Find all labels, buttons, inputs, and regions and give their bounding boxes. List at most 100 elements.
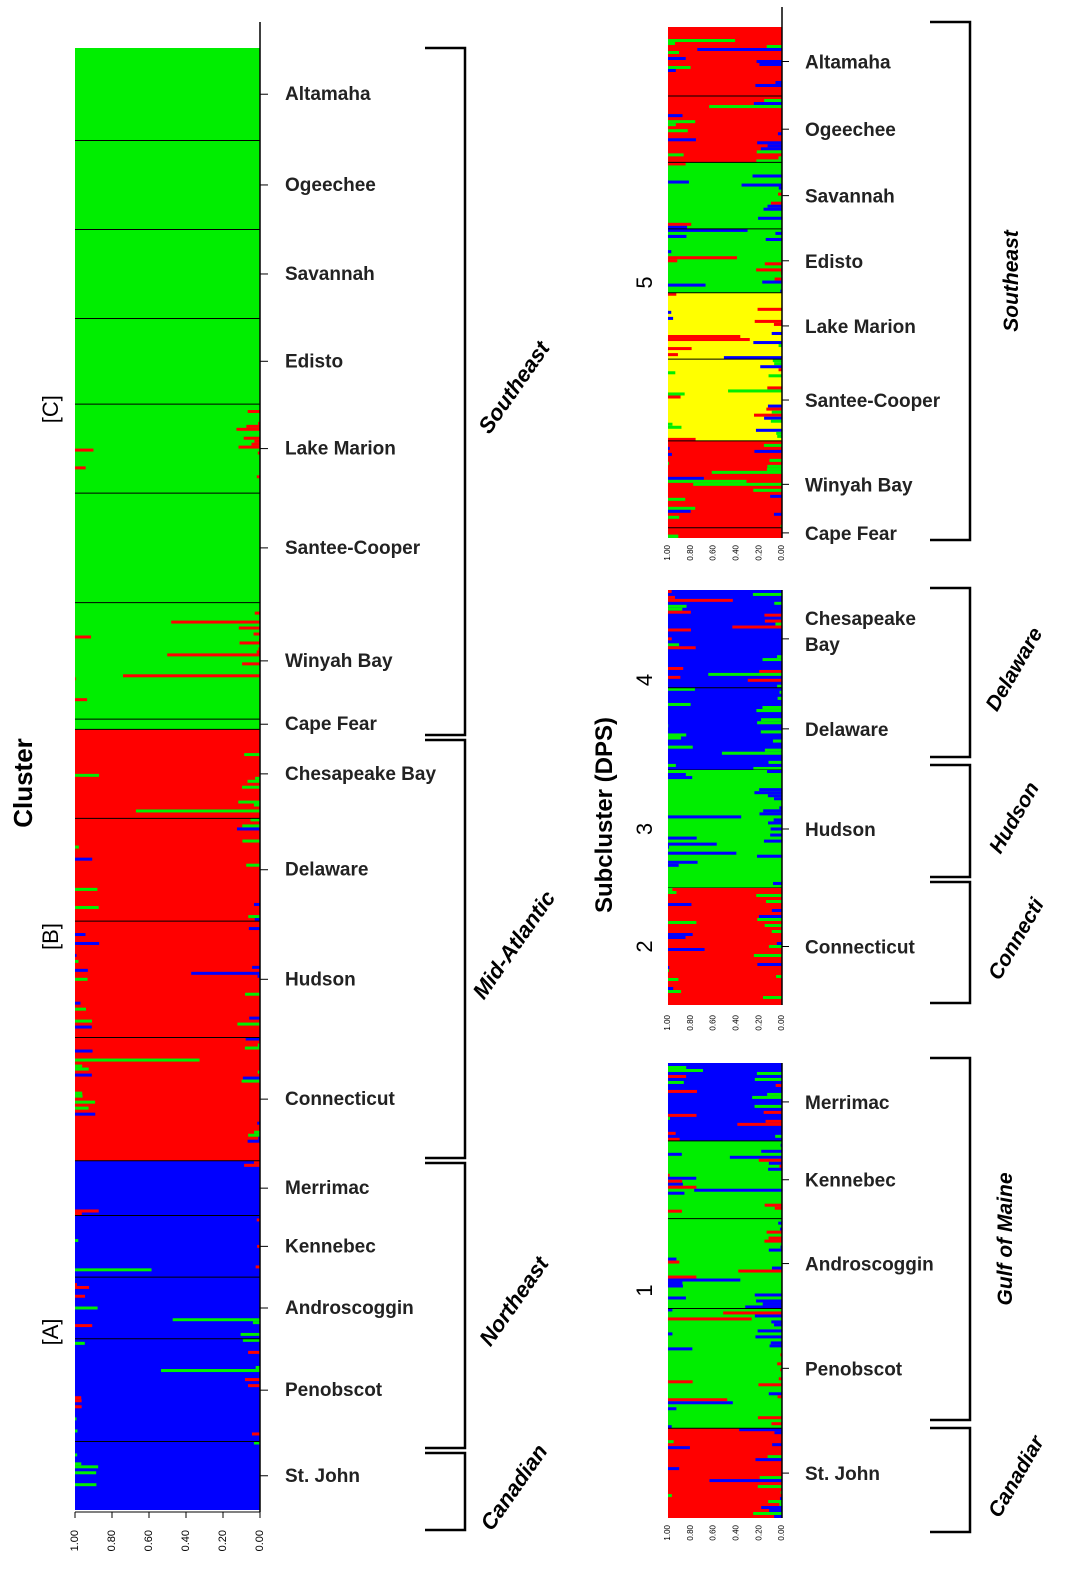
admixture-streak [251,1432,260,1436]
admixture-streak [764,416,782,420]
admixture-streak [238,445,260,449]
x-tick-label: 0.40 [732,1014,741,1030]
population-label: Savannah [805,187,895,208]
admixture-streak [753,954,782,957]
admixture-streak [732,625,782,629]
admixture-streak [770,419,782,423]
admixture-streak [756,268,782,272]
admixture-streak [668,1137,680,1141]
admixture-streak [75,698,88,702]
admixture-streak [247,410,260,413]
admixture-streak [75,1405,82,1409]
population-bar-savannah [75,229,260,319]
admixture-streak [777,434,782,438]
population-label: Hudson [285,969,356,990]
admixture-streak [254,1130,260,1134]
admixture-streak [771,331,782,335]
admixture-streak [257,1121,260,1125]
admixture-streak [668,256,737,260]
group-bracket [930,1426,972,1534]
admixture-streak [236,427,260,431]
admixture-streak [668,65,691,69]
population-label: Santee-Cooper [805,391,941,412]
admixture-streak [668,903,692,906]
admixture-streak [668,987,674,990]
admixture-streak [757,1485,782,1489]
admixture-streak [256,650,260,654]
admixture-streak [774,1323,782,1327]
population-bar-hudson [668,770,782,888]
admixture-streak [668,646,696,650]
admixture-streak [771,410,782,414]
x-tick-label: 0.00 [777,1014,786,1030]
admixture-streak [668,292,677,296]
admixture-streak [779,1227,782,1231]
admixture-streak [775,1134,782,1138]
population-kennebec [75,1215,260,1278]
admixture-streak [760,730,782,734]
population-bar-cape-fear [668,527,782,538]
admixture-streak [75,1399,82,1403]
admixture-streak [242,839,260,843]
admixture-streak [668,1152,682,1156]
admixture-streak [770,833,782,837]
admixture-streak [248,1350,260,1354]
admixture-streak [668,461,669,465]
admixture-streak [764,99,782,103]
admixture-streak [668,978,679,981]
admixture-streak [768,821,782,825]
admixture-streak [755,428,782,432]
admixture-streak [668,595,675,599]
admixture-streak [759,669,782,673]
population-label: Winyah Bay [805,475,913,496]
admixture-streak [253,632,260,636]
admixture-streak [771,1422,782,1426]
subcluster-number: 2 [632,940,657,952]
admixture-streak [721,751,782,755]
admixture-streak [757,963,782,966]
population-label: Kennebec [805,1171,896,1192]
admixture-streak [764,1203,782,1207]
admixture-streak [668,1296,686,1300]
population-label: Winyah Bay [285,651,393,672]
admixture-streak [756,1299,782,1303]
admixture-streak [247,779,260,783]
admixture-streak [777,696,782,700]
population-savannah [75,229,260,319]
population-label: Edisto [805,252,863,273]
admixture-streak [75,1112,96,1116]
population-label: Lake Marion [805,317,916,338]
admixture-streak [243,436,260,440]
admixture-streak [191,971,260,975]
subcluster-panel-2: Connecticut 2 1.00 0.80 0.60 0.40 0.20 0.00 [632,888,915,1031]
admixture-streak [754,1314,782,1318]
population-chesapeake-bay [668,590,782,688]
population-bar-penobscot [668,1308,782,1429]
population-lake-marion [75,404,260,494]
admixture-streak [245,992,260,996]
population-bar-winyah-bay [75,602,260,720]
admixture-streak [760,365,782,369]
admixture-streak [248,915,260,919]
admixture-streak [668,598,733,602]
admixture-streak [777,684,782,688]
admixture-streak [757,307,782,311]
population-label: Hudson [805,820,876,841]
admixture-streak [768,1392,782,1396]
admixture-streak [766,407,782,411]
admixture-streak [75,1417,77,1421]
admixture-streak [668,1401,733,1405]
x-tick-label: 0.00 [254,1530,266,1551]
group-label: Canadian [475,1439,552,1534]
admixture-streak [668,120,696,124]
admixture-streak [668,763,676,767]
admixture-streak [75,959,79,963]
admixture-streak [767,386,782,390]
population-label-line: Chesapeake [805,609,916,630]
admixture-streak [75,1100,96,1104]
admixture-streak [768,945,782,948]
admixture-streak [765,1119,782,1123]
admixture-streak [242,785,260,789]
admixture-streak [758,915,782,918]
x-tick-label: 0.80 [686,1524,695,1540]
